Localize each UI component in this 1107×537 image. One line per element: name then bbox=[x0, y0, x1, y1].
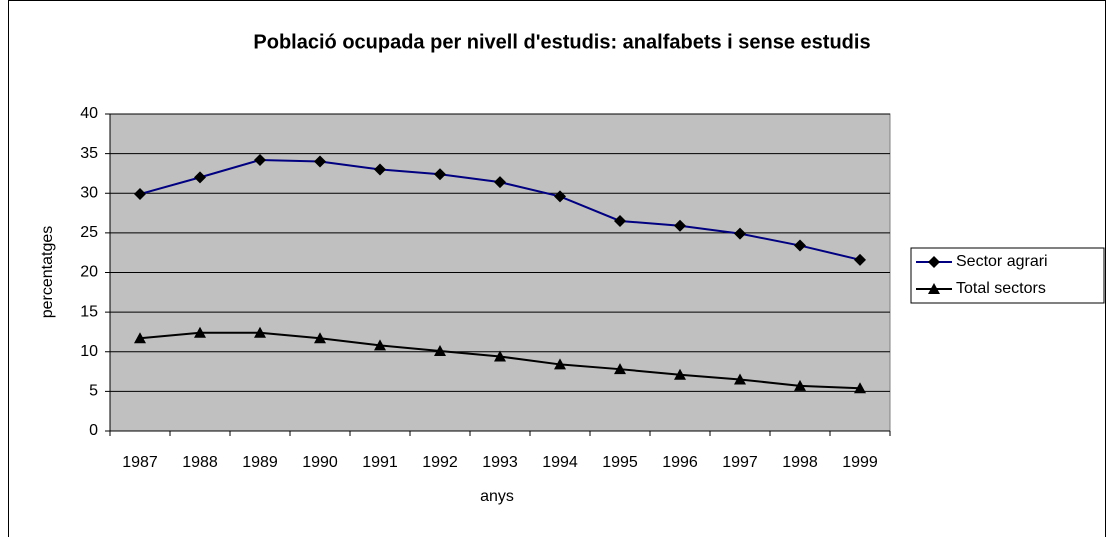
diamond-marker bbox=[854, 253, 866, 266]
x-tick-label: 1992 bbox=[422, 454, 458, 471]
chart-title: Població ocupada per nivell d'estudis: a… bbox=[253, 31, 870, 53]
x-tick-label: 1989 bbox=[242, 454, 278, 471]
diamond-marker bbox=[734, 227, 746, 240]
legend-label: Total sectors bbox=[956, 280, 1046, 297]
x-tick-label: 1994 bbox=[542, 454, 578, 471]
y-tick-label: 20 bbox=[80, 264, 98, 281]
diamond-marker bbox=[314, 155, 326, 168]
diamond-marker bbox=[194, 171, 206, 184]
x-tick-label: 1987 bbox=[122, 454, 158, 471]
diamond-marker bbox=[794, 239, 806, 252]
x-tick-label: 1996 bbox=[662, 454, 698, 471]
legend-marker bbox=[928, 256, 940, 268]
y-tick-label: 25 bbox=[80, 224, 98, 241]
y-tick-label: 5 bbox=[89, 383, 98, 400]
triangle-marker bbox=[374, 339, 386, 351]
y-tick-label: 35 bbox=[80, 145, 98, 162]
x-tick-label: 1991 bbox=[362, 454, 398, 471]
x-tick-label: 1999 bbox=[842, 454, 878, 471]
triangle-marker bbox=[854, 382, 866, 394]
legend-marker bbox=[928, 283, 940, 294]
triangle-marker bbox=[194, 326, 206, 338]
triangle-marker bbox=[134, 332, 146, 344]
triangle-marker bbox=[434, 344, 446, 356]
diamond-marker bbox=[674, 219, 686, 232]
diamond-marker bbox=[614, 214, 626, 227]
legend-box bbox=[910, 247, 1105, 304]
y-tick-label: 30 bbox=[80, 184, 98, 201]
x-tick-label: 1993 bbox=[482, 454, 518, 471]
y-tick-label: 10 bbox=[80, 343, 98, 360]
y-tick-label: 0 bbox=[89, 422, 98, 439]
x-tick-label: 1995 bbox=[602, 454, 638, 471]
x-tick-label: 1997 bbox=[722, 454, 758, 471]
diamond-marker bbox=[374, 163, 386, 176]
triangle-marker bbox=[494, 350, 506, 362]
triangle-marker bbox=[674, 368, 686, 380]
triangle-marker bbox=[554, 358, 566, 370]
y-tick-label: 15 bbox=[80, 303, 98, 320]
x-axis-label: anys bbox=[480, 488, 514, 505]
legend-label: Sector agrari bbox=[956, 253, 1048, 270]
diamond-marker bbox=[254, 153, 266, 166]
y-tick-label: 40 bbox=[80, 105, 98, 122]
diamond-marker bbox=[554, 190, 566, 203]
triangle-marker bbox=[254, 326, 266, 338]
diamond-marker bbox=[134, 188, 146, 201]
y-axis-label: percentatges bbox=[39, 226, 56, 319]
triangle-marker bbox=[794, 379, 806, 391]
diamond-marker bbox=[434, 168, 446, 181]
x-tick-label: 1990 bbox=[302, 454, 338, 471]
x-tick-label: 1988 bbox=[182, 454, 218, 471]
diamond-marker bbox=[494, 176, 506, 189]
x-tick-label: 1998 bbox=[782, 454, 818, 471]
triangle-marker bbox=[314, 332, 326, 344]
triangle-marker bbox=[614, 363, 626, 375]
triangle-marker bbox=[734, 373, 746, 385]
